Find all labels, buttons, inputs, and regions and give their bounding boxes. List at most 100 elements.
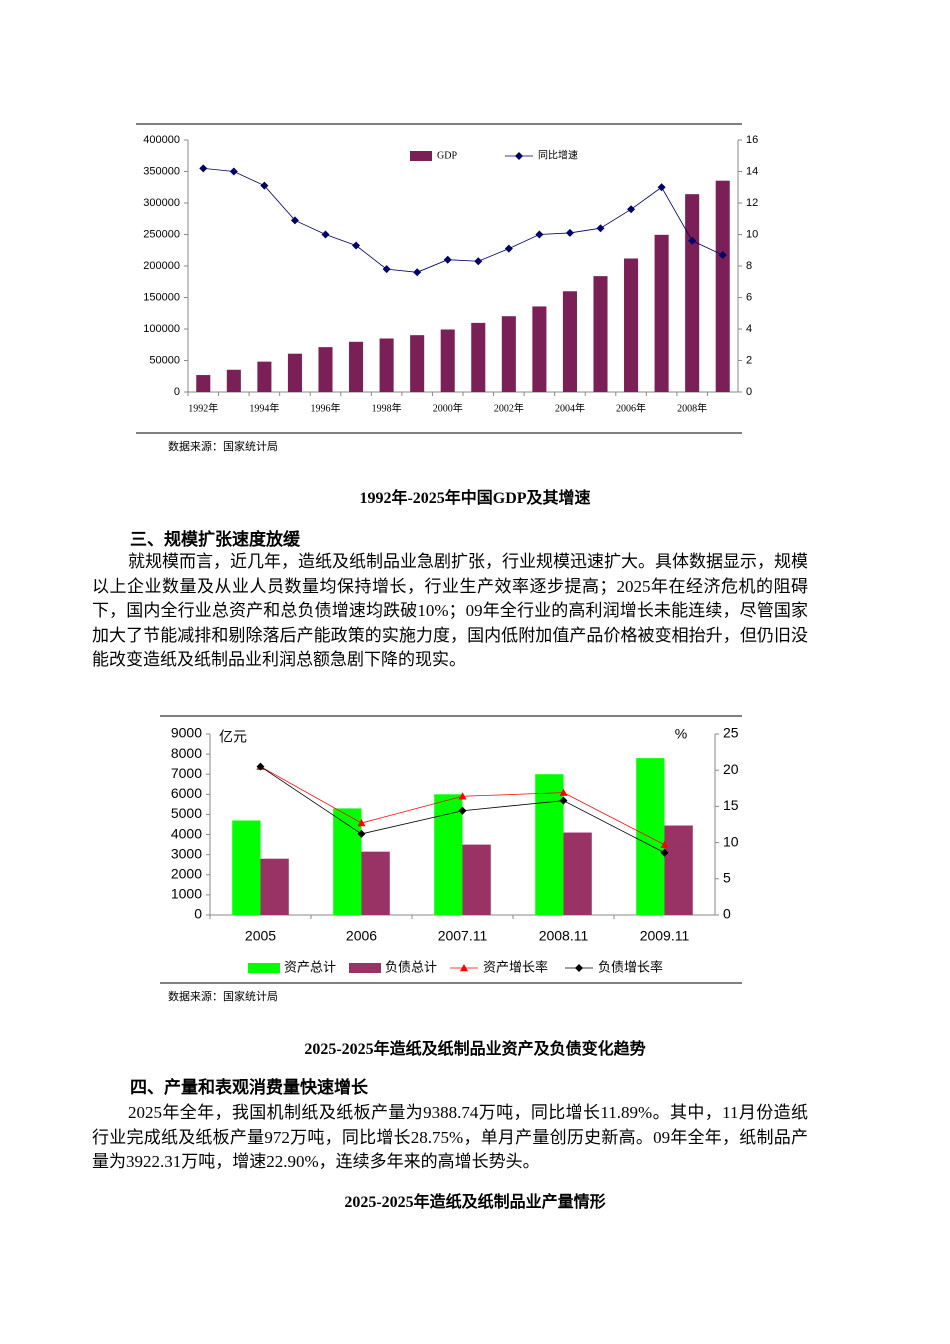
x-tick-label: 1994年	[249, 401, 279, 414]
bar	[434, 794, 463, 915]
bar	[501, 316, 516, 392]
marker	[357, 829, 366, 838]
marker	[596, 224, 605, 233]
marker	[688, 236, 697, 245]
y-tick-label: 8000	[171, 745, 202, 761]
x-tick-label: 2002年	[494, 401, 524, 414]
y2-tick-label: 8	[746, 260, 752, 272]
legend-swatch	[248, 963, 280, 973]
y2-tick-label: 10	[746, 228, 758, 240]
x-tick-label: 1998年	[372, 401, 402, 414]
bar	[333, 808, 362, 915]
y2-tick-label: 16	[746, 134, 758, 146]
x-tick-label: 2004年	[555, 401, 585, 414]
marker	[458, 806, 467, 815]
bar	[664, 825, 693, 915]
bar	[440, 329, 455, 392]
marker	[357, 819, 366, 827]
bar	[410, 335, 425, 392]
legend-label: 负债总计	[385, 959, 437, 974]
marker	[515, 152, 523, 160]
marker	[535, 230, 544, 239]
marker	[256, 762, 265, 771]
x-tick-label: 2008.11	[539, 928, 589, 944]
y-tick-label: 150000	[143, 291, 180, 303]
y-tick-label: 250000	[143, 228, 180, 240]
bar	[563, 832, 592, 915]
marker	[382, 265, 391, 274]
bar	[624, 258, 639, 392]
caption: 1992年-2025年中国GDP及其增速	[359, 490, 591, 507]
x-tick-label: 2000年	[433, 401, 463, 414]
bar	[287, 353, 302, 392]
y-tick-label: 5000	[171, 805, 202, 821]
marker	[321, 230, 330, 239]
heading: 四、产量和表观消费量快速增长	[130, 1078, 368, 1098]
y-tick-label: 100000	[143, 323, 180, 335]
x-tick-label: 1992年	[188, 401, 218, 414]
bar	[462, 844, 491, 915]
caption: 2025-2025年造纸及纸制品业产量情形	[344, 1194, 606, 1211]
marker	[474, 257, 483, 266]
y-tick-label: 300000	[143, 197, 180, 209]
marker	[565, 228, 574, 237]
marker	[660, 840, 669, 848]
marker	[290, 216, 299, 225]
marker	[504, 244, 513, 253]
x-tick-label: 2007.11	[438, 928, 488, 944]
y-tick-label: 0	[174, 386, 180, 398]
legend-swatch	[349, 963, 381, 973]
y2-tick-label: 14	[746, 165, 758, 177]
bar	[196, 375, 211, 392]
legend-label: 资产增长率	[483, 959, 548, 974]
marker	[575, 964, 583, 972]
y-tick-label: 1000	[171, 886, 202, 902]
bar	[535, 774, 564, 915]
marker	[199, 164, 208, 173]
y2-tick-label: 2	[746, 354, 752, 366]
y-tick-label: 400000	[143, 134, 180, 146]
bar	[226, 369, 241, 392]
y-axis-unit: 亿元	[219, 729, 247, 745]
y2-tick-label: 15	[723, 797, 739, 813]
y-tick-label: 50000	[149, 354, 180, 366]
y-tick-label: 9000	[171, 725, 202, 741]
x-tick-label: 2006	[346, 928, 377, 944]
legend-swatch	[410, 151, 432, 161]
marker	[657, 183, 666, 192]
y2-tick-label: 12	[746, 197, 758, 209]
marker	[460, 964, 468, 972]
source-note: 数据来源：国家统计局	[168, 989, 278, 1003]
x-tick-label: 2008年	[677, 401, 707, 414]
bar	[685, 194, 700, 392]
paragraph: 就规模而言，近几年，造纸及纸制品业急剧扩张，行业规模迅速扩大。具体数据显示，规模…	[92, 552, 808, 669]
y2-tick-label: 25	[723, 725, 739, 741]
bar	[654, 234, 669, 392]
y-tick-label: 2000	[171, 865, 202, 881]
y-tick-label: 350000	[143, 165, 180, 177]
y2-tick-label: 5	[723, 870, 731, 886]
bar	[532, 306, 547, 392]
legend-label: 资产总计	[284, 959, 336, 974]
y-tick-label: 4000	[171, 825, 202, 841]
bar	[257, 361, 272, 392]
bar	[232, 820, 261, 915]
legend-label: GDP	[437, 150, 457, 161]
x-tick-label: 2006年	[616, 401, 646, 414]
marker	[352, 241, 361, 250]
y2-tick-label: 0	[746, 386, 752, 398]
legend-label: 同比增速	[538, 148, 578, 161]
y2-tick-label: 10	[723, 833, 739, 849]
y2-tick-label: 4	[746, 323, 752, 335]
paragraph: 2025年全年，我国机制纸及纸板产量为9388.74万吨，同比增长11.89%。…	[92, 1103, 808, 1171]
bar	[636, 758, 665, 915]
caption: 2025-2025年造纸及纸制品业资产及负债变化趋势	[304, 1041, 646, 1058]
marker	[627, 205, 636, 214]
y2-axis-unit: %	[675, 726, 687, 742]
y-tick-label: 0	[194, 906, 202, 922]
x-tick-label: 1996年	[311, 401, 341, 414]
marker	[718, 250, 727, 259]
bar	[349, 341, 364, 392]
